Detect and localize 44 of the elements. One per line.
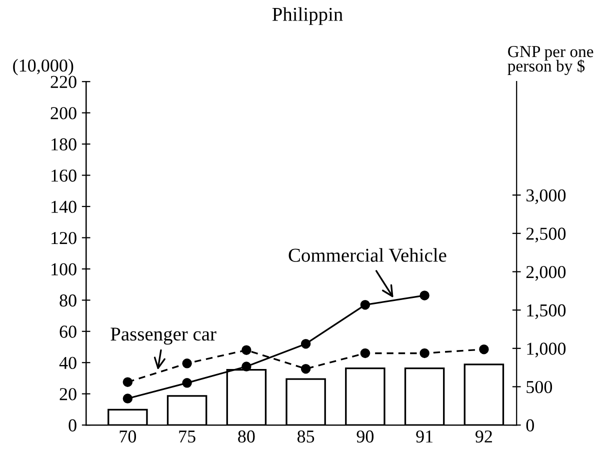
y2-tick-label: 500 xyxy=(526,380,552,394)
point xyxy=(420,290,430,300)
x-tick-label: 90 xyxy=(356,430,374,443)
point xyxy=(479,344,489,354)
point xyxy=(122,377,133,387)
y-tick-label: 120 xyxy=(52,232,76,244)
series-label: Passenger car xyxy=(110,328,216,345)
point xyxy=(182,358,192,368)
point xyxy=(300,364,311,374)
y-axis-title: (10,000) xyxy=(13,58,74,76)
point xyxy=(242,345,252,355)
y-tick-label: 40 xyxy=(59,356,76,370)
y2-tick-label: 1,000 xyxy=(527,342,566,358)
x-tick-label: 92 xyxy=(475,430,492,443)
series-label: Commercial Vehicle xyxy=(288,248,446,262)
point xyxy=(182,378,192,388)
x-tick-label: 70 xyxy=(120,430,136,443)
x-tick-label: 91 xyxy=(416,430,433,443)
y-tick-label: 140 xyxy=(52,200,76,213)
point xyxy=(360,348,370,358)
y-tick-label: 80 xyxy=(60,294,76,307)
point xyxy=(360,300,370,310)
y-tick-label: 0 xyxy=(68,419,76,432)
x-tick-label: 85 xyxy=(297,430,314,443)
y-tick-label: 60 xyxy=(60,326,76,338)
y-tick-label: 20 xyxy=(60,388,76,400)
y-tick-label: 100 xyxy=(52,263,76,276)
x-tick-label: 75 xyxy=(179,430,196,443)
y2-tick-label: 0 xyxy=(526,419,534,432)
chart-title: Philippin xyxy=(272,7,343,25)
y-tick-label: 220 xyxy=(50,76,76,88)
y-tick-label: 180 xyxy=(52,138,76,150)
x-tick-label: 80 xyxy=(238,430,255,443)
y2-tick-label: 2,000 xyxy=(526,266,566,281)
y2-tick-label: 1,500 xyxy=(527,304,566,320)
y-tick-label: 160 xyxy=(52,170,76,182)
y2-tick-label: 3,000 xyxy=(526,189,566,204)
y2-axis-title: GNP per one person by $ xyxy=(508,46,594,76)
point xyxy=(242,362,252,372)
point xyxy=(420,348,430,358)
point xyxy=(122,394,133,404)
y2-tick-label: 2,500 xyxy=(526,228,566,242)
point xyxy=(300,339,311,349)
y-tick-label: 200 xyxy=(50,107,76,120)
